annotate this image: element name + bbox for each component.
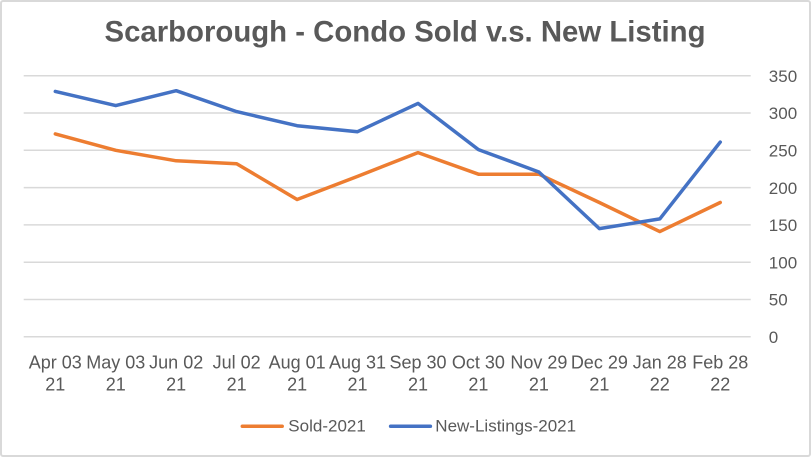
svg-text:150: 150 xyxy=(769,216,797,235)
svg-text:200: 200 xyxy=(769,179,797,198)
svg-text:Sep 30: Sep 30 xyxy=(389,352,446,372)
svg-text:0: 0 xyxy=(769,328,778,347)
svg-text:21: 21 xyxy=(166,374,186,394)
svg-text:Feb 28: Feb 28 xyxy=(692,352,748,372)
svg-text:Nov 29: Nov 29 xyxy=(510,352,567,372)
svg-text:21: 21 xyxy=(227,374,247,394)
svg-text:21: 21 xyxy=(45,374,65,394)
svg-text:New-Listings-2021: New-Listings-2021 xyxy=(435,417,576,436)
svg-text:Scarborough - Condo Sold v.s.: Scarborough - Condo Sold v.s. New Listin… xyxy=(105,16,706,49)
svg-text:May 03: May 03 xyxy=(86,352,145,372)
svg-text:300: 300 xyxy=(769,104,797,123)
svg-text:21: 21 xyxy=(408,374,428,394)
svg-text:250: 250 xyxy=(769,142,797,161)
svg-text:21: 21 xyxy=(468,374,488,394)
svg-text:350: 350 xyxy=(769,67,797,86)
svg-text:Aug 01: Aug 01 xyxy=(269,352,326,372)
svg-text:Jul 02: Jul 02 xyxy=(213,352,261,372)
svg-text:100: 100 xyxy=(769,253,797,272)
svg-text:Oct 30: Oct 30 xyxy=(452,352,505,372)
svg-text:21: 21 xyxy=(589,374,609,394)
svg-text:Jan 28: Jan 28 xyxy=(633,352,687,372)
svg-text:Sold-2021: Sold-2021 xyxy=(288,417,366,436)
svg-text:21: 21 xyxy=(287,374,307,394)
svg-text:21: 21 xyxy=(529,374,549,394)
svg-text:Jun 02: Jun 02 xyxy=(149,352,203,372)
svg-text:22: 22 xyxy=(650,374,670,394)
svg-text:Aug 31: Aug 31 xyxy=(329,352,386,372)
svg-text:Apr 03: Apr 03 xyxy=(29,352,82,372)
svg-text:21: 21 xyxy=(106,374,126,394)
svg-text:50: 50 xyxy=(769,291,788,310)
svg-text:21: 21 xyxy=(348,374,368,394)
svg-text:Dec 29: Dec 29 xyxy=(571,352,628,372)
svg-text:22: 22 xyxy=(710,374,730,394)
